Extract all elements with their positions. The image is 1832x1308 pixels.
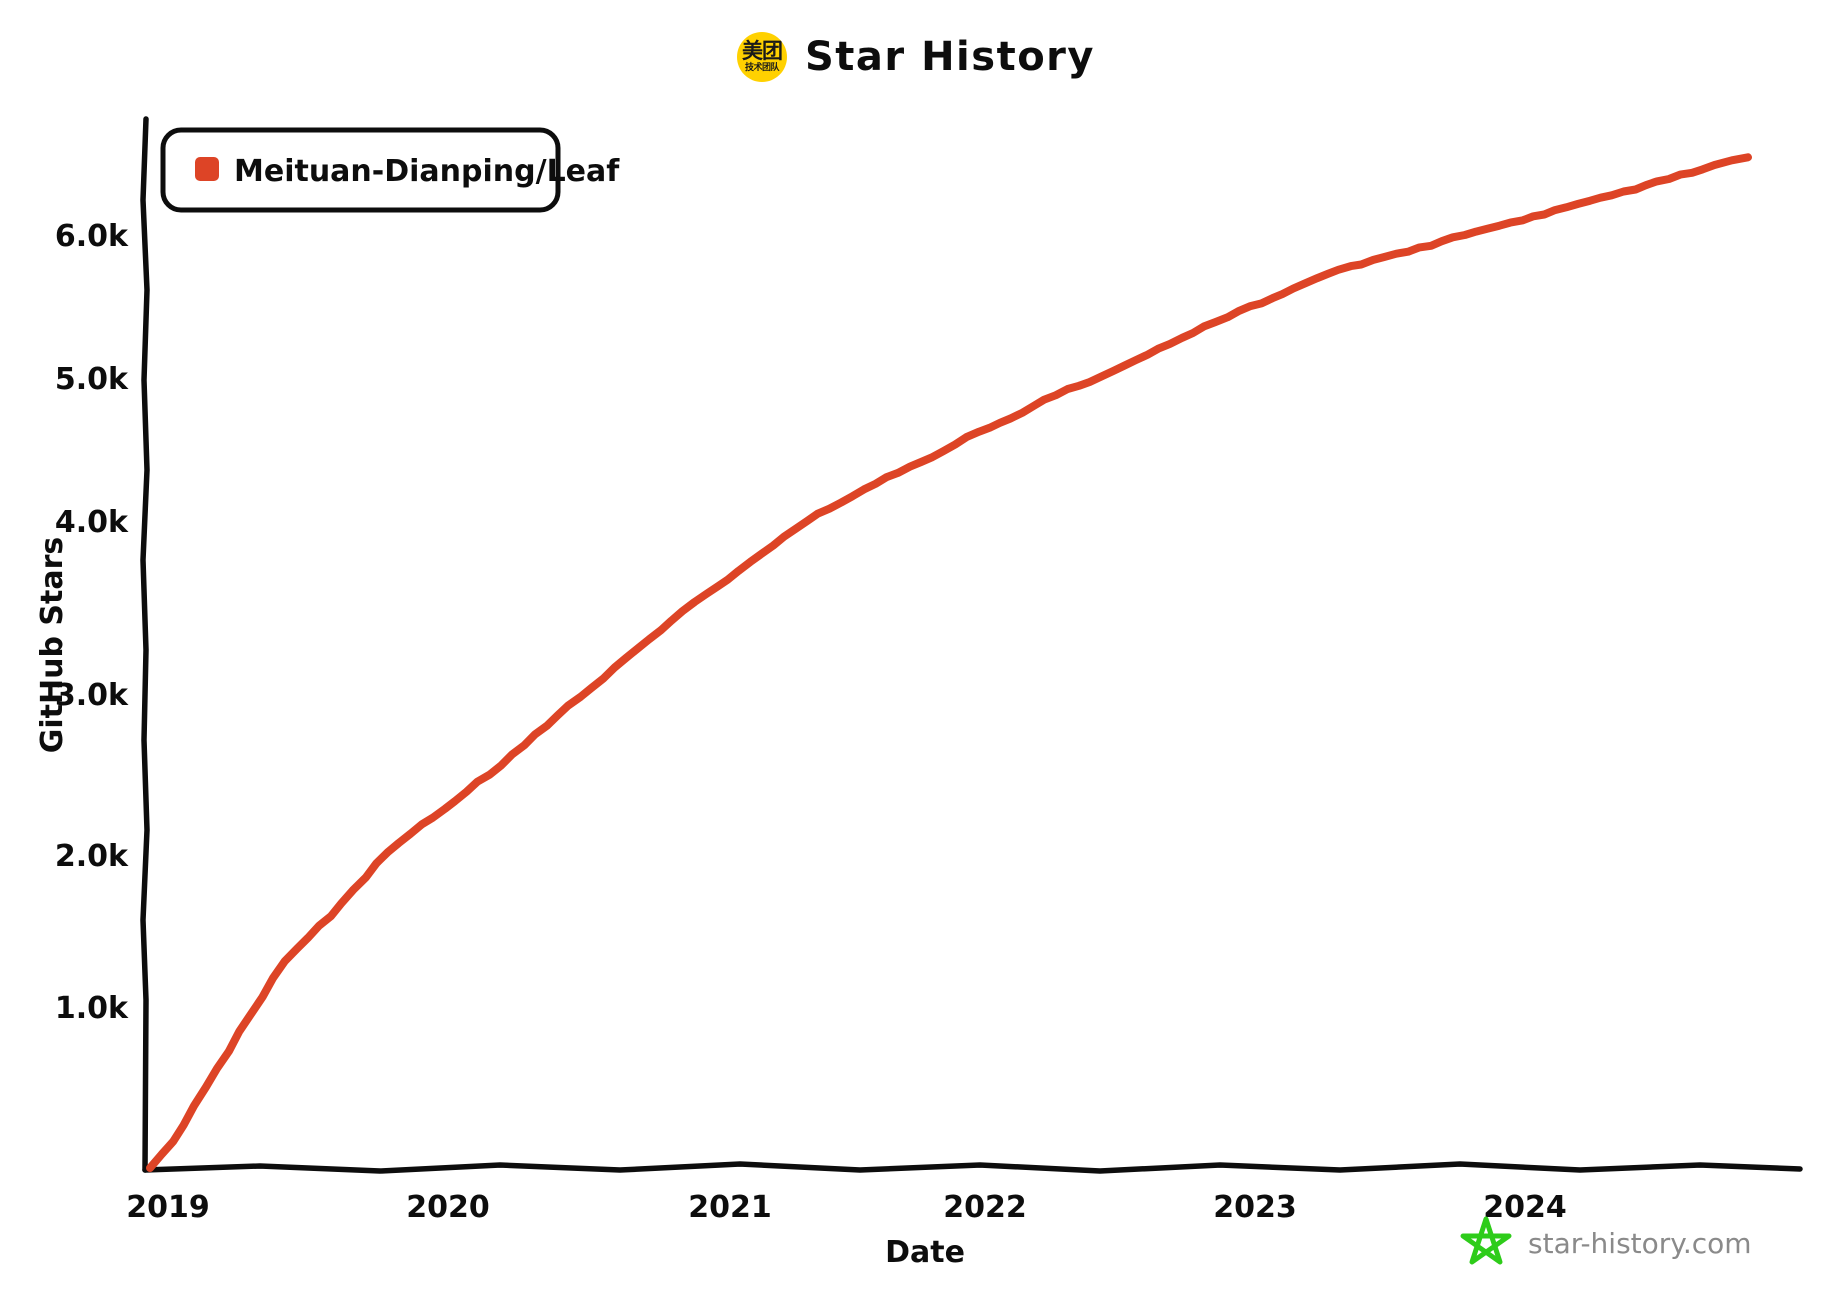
x-axis-line: [142, 1161, 1803, 1174]
logo-text-bottom: 技术团队: [744, 63, 780, 73]
y-tick-label: 6.0k: [55, 219, 129, 254]
y-tick-label: 1.0k: [55, 991, 129, 1026]
y-axis-title: GitHub Stars: [35, 537, 70, 753]
x-axis-title: Date: [885, 1235, 965, 1270]
legend-color-swatch: [195, 157, 219, 181]
x-tick-label: 2023: [1213, 1190, 1297, 1225]
y-tick-label: 5.0k: [55, 362, 129, 397]
page-title: Star History: [805, 34, 1095, 80]
y-tick-label: 3.0k: [55, 678, 129, 713]
x-tick-label: 2021: [688, 1190, 772, 1225]
y-tick-label: 2.0k: [55, 839, 129, 874]
y-tick-label: 4.0k: [55, 505, 129, 540]
watermark[interactable]: star-history.com: [1460, 1216, 1752, 1265]
legend-label: Meituan-Dianping/Leaf: [234, 154, 620, 189]
legend-box: [160, 127, 561, 213]
legend[interactable]: Meituan-Dianping/Leaf: [160, 127, 620, 213]
chart-header: 美团 技术团队 Star History: [0, 32, 1832, 82]
x-tick-label: 2020: [406, 1190, 490, 1225]
x-tick-labels: 2019 2020 2021 2022 2023 2024: [126, 1190, 1567, 1225]
x-tick-label: 2022: [943, 1190, 1027, 1225]
watermark-label: star-history.com: [1528, 1227, 1752, 1260]
logo-text-top: 美团: [742, 39, 783, 63]
x-tick-label: 2024: [1483, 1190, 1567, 1225]
star-icon: [1460, 1216, 1512, 1265]
y-axis-line: [140, 116, 150, 1173]
meituan-tech-logo: 美团 技术团队: [737, 32, 787, 82]
x-tick-label: 2019: [126, 1190, 210, 1225]
series-line-meituan-dianping-leaf: [146, 153, 1752, 1172]
y-tick-labels: 6.0k 5.0k 4.0k 3.0k 2.0k 1.0k: [55, 219, 129, 1026]
